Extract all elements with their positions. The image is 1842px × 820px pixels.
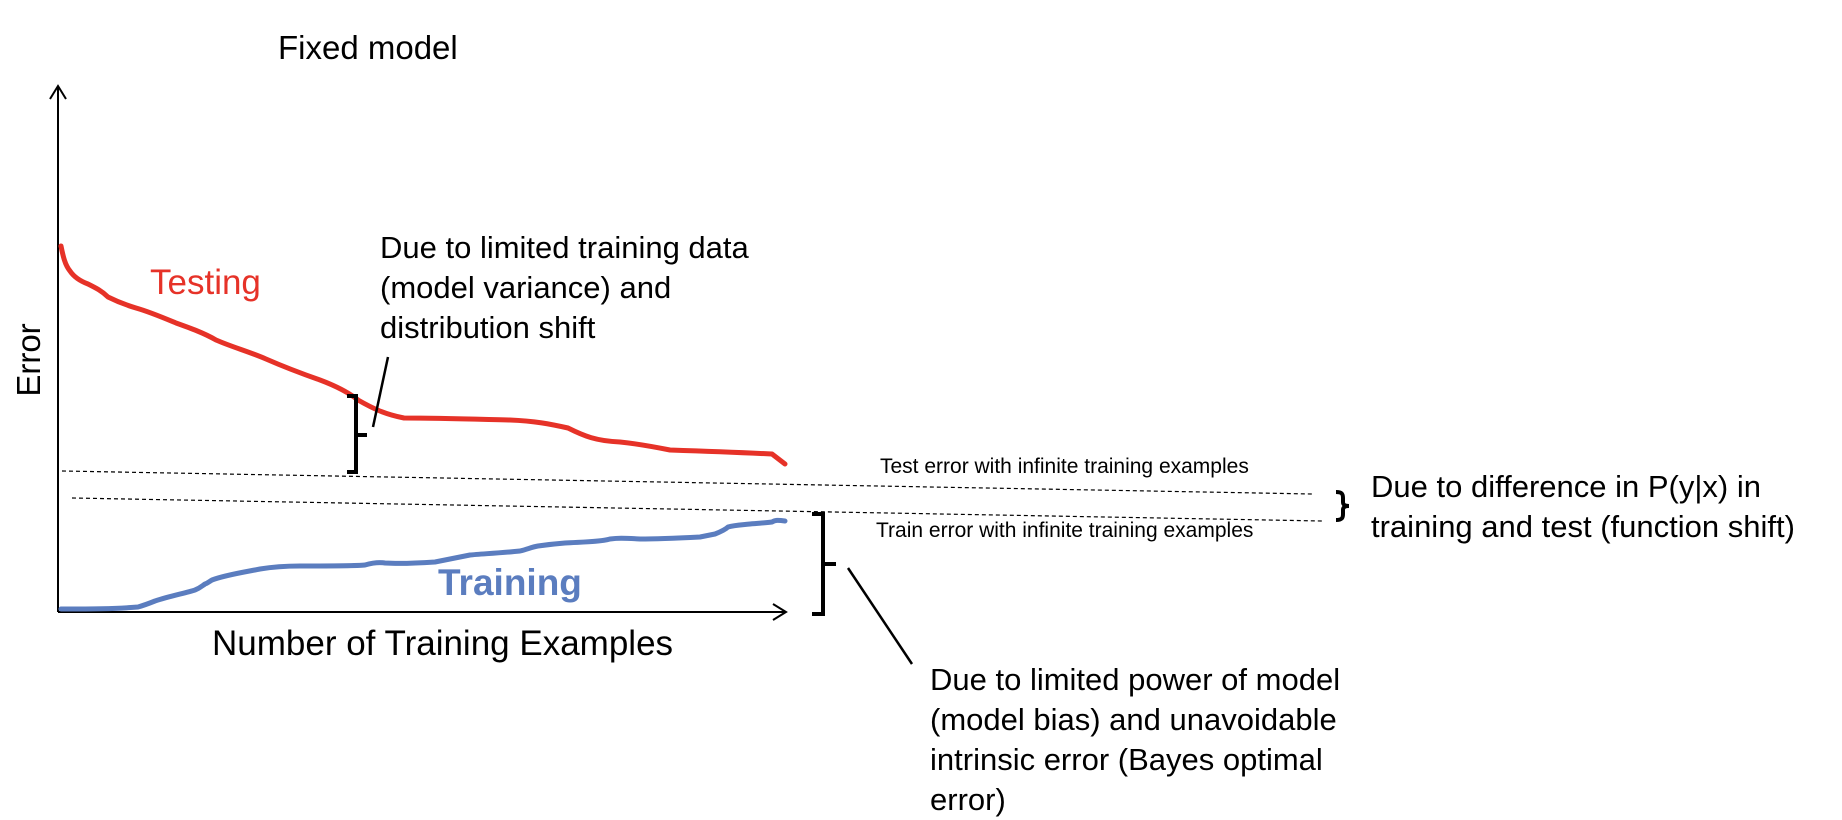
testing-curve <box>58 243 788 467</box>
y-axis-arrowhead <box>49 84 67 100</box>
function-shift-brace <box>1335 490 1350 522</box>
bias-annotation-line: (model bias) and unavoidable <box>930 702 1337 737</box>
function-shift-annotation-line: Due to difference in P(y|x) in <box>1371 469 1761 504</box>
train-error-asymptote-line <box>71 497 1323 522</box>
function-shift-annotation-line: training and test (function shift) <box>1371 509 1795 544</box>
variance-annotation-line: Due to limited training data <box>380 230 749 265</box>
y-axis-label: Error <box>9 323 47 397</box>
test-asymptote-label: Test error with infinite training exampl… <box>880 455 1249 478</box>
training-series-label: Training <box>438 562 582 603</box>
variance-bracket <box>347 394 367 474</box>
variance-annotation-line: distribution shift <box>380 310 596 345</box>
x-axis-label: Number of Training Examples <box>212 624 674 663</box>
x-axis-arrowhead <box>772 603 788 621</box>
diagram-title: Fixed model <box>278 29 458 66</box>
variance-annotation: Due to limited training data (model vari… <box>380 228 749 348</box>
train-asymptote-label: Train error with infinite training examp… <box>876 519 1254 542</box>
bias-bracket <box>812 512 836 616</box>
bias-annotation-line: error) <box>930 782 1006 817</box>
testing-series-label: Testing <box>150 263 261 302</box>
function-shift-annotation: Due to difference in P(y|x) in training … <box>1371 467 1795 547</box>
bias-leader-line <box>846 567 914 665</box>
bias-annotation-line: Due to limited power of model <box>930 662 1341 697</box>
variance-annotation-line: (model variance) and <box>380 270 672 305</box>
test-error-asymptote-line <box>61 470 1313 495</box>
variance-leader-line <box>371 356 390 428</box>
bias-annotation: Due to limited power of model (model bia… <box>930 660 1340 820</box>
bias-annotation-line: intrinsic error (Bayes optimal <box>930 742 1323 777</box>
training-curve <box>58 517 788 612</box>
